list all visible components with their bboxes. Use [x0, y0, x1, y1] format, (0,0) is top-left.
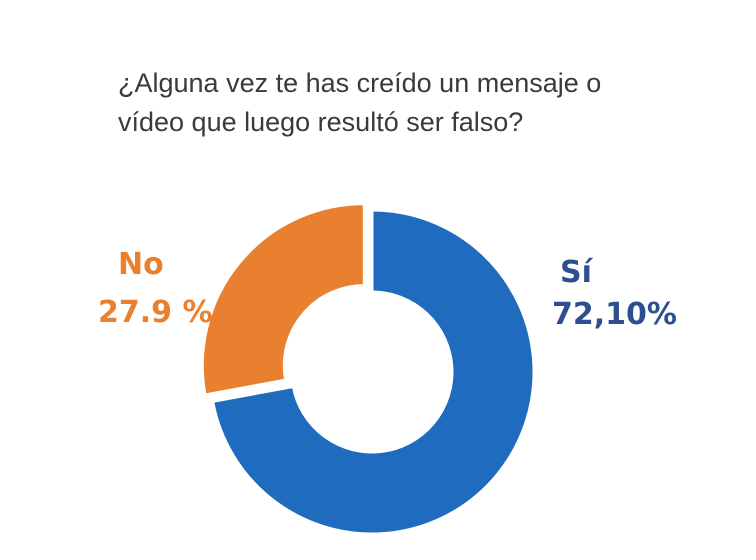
donut-slice: [210, 208, 536, 536]
slice-category-label: No: [118, 247, 164, 282]
chart-title-line: vídeo que luego resultó ser falso?: [118, 107, 523, 137]
chart-title-line: ¿Alguna vez te has creído un mensaje o: [118, 68, 601, 98]
slice-value-label: 27.9 %: [98, 295, 213, 330]
slice-value-label: 72,10%: [552, 297, 677, 332]
slice-category-label: Sí: [560, 255, 594, 290]
donut-slice: [200, 202, 366, 397]
